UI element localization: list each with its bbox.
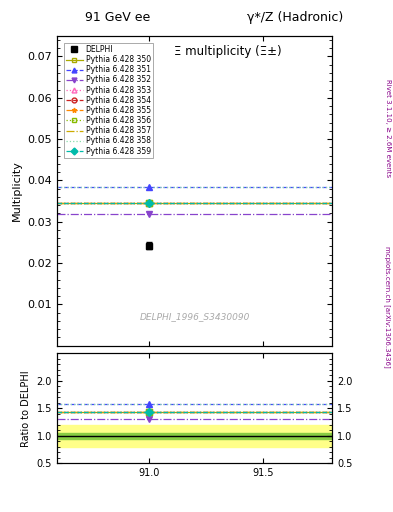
Legend: DELPHI, Pythia 6.428 350, Pythia 6.428 351, Pythia 6.428 352, Pythia 6.428 353, : DELPHI, Pythia 6.428 350, Pythia 6.428 3…: [64, 43, 153, 158]
Y-axis label: Ratio to DELPHI: Ratio to DELPHI: [21, 370, 31, 446]
Text: Rivet 3.1.10, ≥ 2.6M events: Rivet 3.1.10, ≥ 2.6M events: [385, 79, 391, 177]
Bar: [57, 425, 332, 447]
Text: Ξ multiplicity (Ξ±): Ξ multiplicity (Ξ±): [174, 45, 281, 58]
Bar: [57, 433, 332, 439]
Text: 91 GeV ee: 91 GeV ee: [85, 11, 151, 24]
Text: mcplots.cern.ch [arXiv:1306.3436]: mcplots.cern.ch [arXiv:1306.3436]: [384, 246, 391, 368]
Text: γ*/Z (Hadronic): γ*/Z (Hadronic): [247, 11, 343, 24]
Text: DELPHI_1996_S3430090: DELPHI_1996_S3430090: [140, 312, 250, 321]
Y-axis label: Multiplicity: Multiplicity: [12, 160, 22, 221]
